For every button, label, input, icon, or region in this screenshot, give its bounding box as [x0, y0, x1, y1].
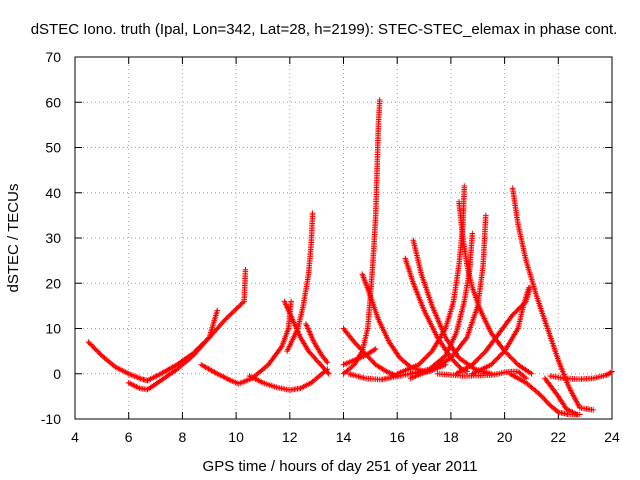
x-tick-label: 20: [497, 429, 513, 445]
data-points: [85, 97, 615, 418]
data-point-markers: [410, 237, 494, 377]
chart-title: dSTEC Iono. truth (Ipal, Lon=342, Lat=28…: [31, 21, 618, 38]
series-arc-24: [542, 375, 580, 418]
data-point-markers: [509, 185, 596, 413]
y-tick-labels: -10 0 10 20 30 40 50 60 70: [41, 49, 61, 427]
y-axis-label: dSTEC / TECUs: [5, 184, 22, 293]
data-point-markers: [125, 307, 221, 393]
y-tick-label: 70: [45, 49, 61, 65]
y-tick-label: 10: [45, 321, 61, 337]
data-point-markers: [456, 199, 535, 377]
x-axis-label: GPS time / hours of day 251 of year 2011: [203, 458, 478, 475]
x-tick-label: 12: [282, 429, 298, 445]
x-tick-label: 22: [551, 429, 567, 445]
x-tick-label: 10: [228, 429, 244, 445]
y-tick-label: 20: [45, 275, 61, 291]
x-tick-label: 24: [604, 429, 620, 445]
x-tick-label: 8: [179, 429, 187, 445]
x-tick-label: 14: [336, 429, 352, 445]
series-arc-04: [246, 366, 331, 393]
data-point-markers: [246, 366, 331, 393]
series-arc-22: [469, 285, 532, 377]
data-point-markers: [542, 375, 580, 418]
series-arc-18: [456, 199, 535, 377]
data-point-markers: [547, 368, 615, 382]
data-point-markers: [340, 346, 379, 368]
series-arc-23: [507, 370, 583, 418]
series-arc-10: [340, 346, 379, 368]
series-arc-06: [284, 210, 316, 354]
y-tick-label: 30: [45, 230, 61, 246]
series-arc-21: [509, 185, 596, 413]
x-tick-label: 16: [389, 429, 405, 445]
y-tick-label: -10: [41, 411, 61, 427]
x-tick-label: 6: [125, 429, 133, 445]
series-arc-25: [547, 368, 615, 382]
series-arc-09: [340, 97, 383, 377]
data-point-markers: [303, 321, 331, 366]
data-point-markers: [469, 285, 532, 377]
axis-ticks: [74, 56, 613, 420]
y-tick-label: 50: [45, 140, 61, 156]
y-tick-label: 60: [45, 94, 61, 110]
data-point-markers: [340, 97, 383, 377]
x-tick-label: 4: [71, 429, 79, 445]
series-arc-02: [125, 307, 221, 393]
data-point-markers: [507, 370, 583, 418]
series-arc-14: [410, 237, 494, 377]
y-tick-label: 0: [53, 366, 61, 382]
y-tick-label: 40: [45, 185, 61, 201]
x-tick-labels: 4 6 8 10 12 14 16 18 20 22 24: [71, 429, 620, 445]
data-point-markers: [284, 210, 316, 354]
x-tick-label: 18: [443, 429, 459, 445]
series-arc-07: [303, 321, 331, 366]
